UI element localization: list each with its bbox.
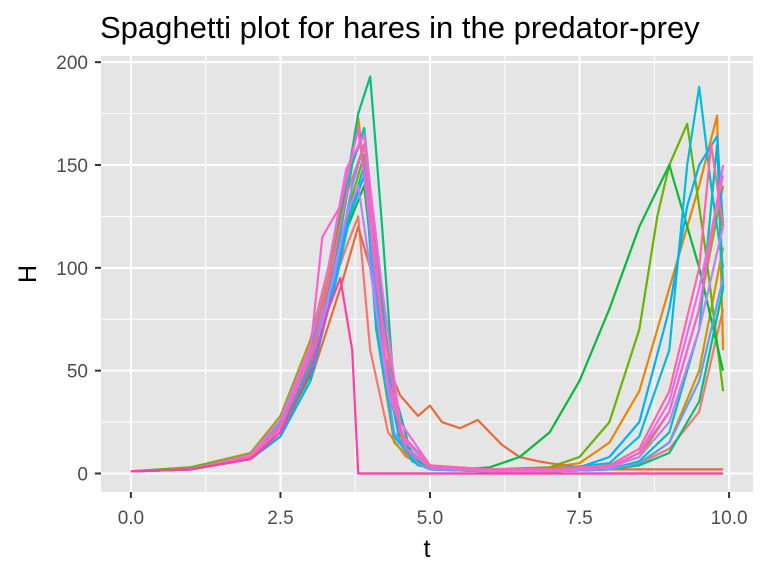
series-lines [130, 75, 725, 475]
y-tick-label: 0 [77, 464, 88, 485]
title-area: Spaghetti plot for hares in the predator… [0, 0, 768, 60]
series-line-10 [130, 85, 725, 473]
x-tick-label: 2.5 [267, 508, 293, 529]
y-tick-label: 200 [56, 53, 88, 74]
x-tick-label: 7.5 [566, 508, 592, 529]
x-tick-label: 5.0 [417, 508, 443, 529]
series-line-17 [130, 277, 724, 475]
y-tick-label: 50 [67, 362, 88, 383]
x-axis: 0.0 2.5 5.0 7.5 10.0 [118, 492, 748, 529]
y-axis: 0 50 100 150 200 [56, 53, 101, 485]
series-line-16 [130, 143, 725, 473]
x-axis-label: t [424, 535, 431, 563]
y-tick-label: 150 [56, 156, 88, 177]
chart-title: Spaghetti plot for hares in the predator… [100, 10, 700, 45]
x-tick-label: 0.0 [118, 508, 144, 529]
y-tick-label: 100 [56, 259, 88, 280]
x-tick-label: 10.0 [711, 508, 748, 529]
y-axis-label: H [14, 265, 42, 283]
